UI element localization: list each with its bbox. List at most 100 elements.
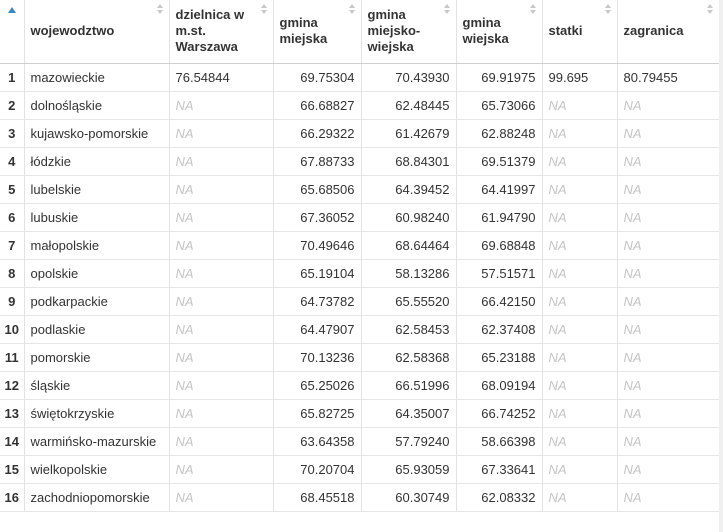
cell-value: 63.64358	[273, 427, 362, 456]
cell-value: 62.58453	[361, 315, 457, 344]
cell-na: NA	[169, 119, 274, 148]
cell-na: NA	[169, 91, 274, 120]
cell-na: NA	[617, 203, 719, 232]
cell-na: NA	[617, 483, 719, 512]
table-row[interactable]: 10 podlaskie NA 64.47907 62.58453 62.37408 NA N…	[0, 315, 719, 344]
cell-na: NA	[542, 147, 618, 176]
cell-value: 57.51571	[456, 259, 543, 288]
cell-value: 65.82725	[273, 399, 362, 428]
cell-value: 62.08332	[456, 483, 543, 512]
table-row[interactable]: 8 opolskie NA 65.19104 58.13286 57.51571 NA NA	[0, 259, 719, 288]
table-row[interactable]: 3 kujawsko-pomorskie NA 66.29322 61.42679 62.…	[0, 119, 719, 148]
table-row[interactable]: 13 świętokrzyskie NA 65.82725 64.35007 66.742…	[0, 399, 719, 428]
sort-icon[interactable]	[443, 3, 451, 17]
cell-na: NA	[542, 427, 618, 456]
cell-na: NA	[169, 483, 274, 512]
cell-value: 64.39452	[361, 175, 457, 204]
cell-na: NA	[617, 343, 719, 372]
table-row[interactable]: 11 pomorskie NA 70.13236 62.58368 65.23188 NA N…	[0, 343, 719, 372]
sort-icon[interactable]	[348, 3, 356, 17]
cell-wojewodztwo: opolskie	[24, 259, 170, 288]
cell-value: 66.74252	[456, 399, 543, 428]
sort-ascending-icon[interactable]	[8, 7, 16, 13]
column-header-statki[interactable]: statki	[542, 0, 618, 64]
row-index: 3	[0, 119, 25, 148]
cell-value: 67.33641	[456, 455, 543, 484]
table-row[interactable]: 1 mazowieckie 76.54844 69.75304 70.43930 69.9…	[0, 63, 719, 92]
cell-wojewodztwo: śląskie	[24, 371, 170, 400]
table-row[interactable]: 14 warmińsko-mazurskie NA 63.64358 57.79240 5…	[0, 427, 719, 456]
cell-na: NA	[542, 483, 618, 512]
sort-icon[interactable]	[604, 3, 612, 17]
cell-value: 58.13286	[361, 259, 457, 288]
cell-value: 68.64464	[361, 231, 457, 260]
table-row[interactable]: 4 łódzkie NA 67.88733 68.84301 69.51379 NA NA	[0, 147, 719, 176]
cell-na: NA	[542, 287, 618, 316]
column-header-label: zagranica	[623, 23, 684, 39]
cell-na: NA	[169, 343, 274, 372]
cell-na: NA	[169, 455, 274, 484]
sort-icon[interactable]	[707, 3, 714, 17]
column-header-label: gmina miejsko-wiejska	[367, 7, 421, 55]
row-index: 15	[0, 455, 25, 484]
column-header-gmina-wiejska[interactable]: gmina wiejska	[456, 0, 543, 64]
cell-value: 66.42150	[456, 287, 543, 316]
row-index: 12	[0, 371, 25, 400]
cell-na: NA	[617, 427, 719, 456]
cell-value: 80.79455	[617, 63, 719, 92]
row-index: 9	[0, 287, 25, 316]
cell-value: 66.51996	[361, 371, 457, 400]
cell-wojewodztwo: lubuskie	[24, 203, 170, 232]
table-row[interactable]: 2 dolnośląskie NA 66.68827 62.48445 65.73066 N…	[0, 91, 719, 120]
cell-value: 62.58368	[361, 343, 457, 372]
column-header-dzielnica[interactable]: dzielnica w m.st. Warszawa	[169, 0, 274, 64]
column-header-gmina-miejska[interactable]: gmina miejska	[273, 0, 362, 64]
cell-na: NA	[617, 231, 719, 260]
sort-icon[interactable]	[260, 3, 268, 17]
table-row[interactable]: 6 lubuskie NA 67.36052 60.98240 61.94790 NA NA	[0, 203, 719, 232]
row-index: 8	[0, 259, 25, 288]
row-index: 7	[0, 231, 25, 260]
cell-value: 58.66398	[456, 427, 543, 456]
column-header-label: dzielnica w m.st. Warszawa	[175, 7, 245, 55]
cell-value: 66.68827	[273, 91, 362, 120]
data-table: wojewodztwo dzielnica w m.st. Warszawa gmi…	[0, 0, 719, 512]
cell-na: NA	[542, 175, 618, 204]
cell-na: NA	[617, 175, 719, 204]
table-row[interactable]: 5 lubelskie NA 65.68506 64.39452 64.41997 NA NA	[0, 175, 719, 204]
row-index: 6	[0, 203, 25, 232]
cell-value: 70.43930	[361, 63, 457, 92]
cell-na: NA	[542, 455, 618, 484]
table-row[interactable]: 15 wielkopolskie NA 70.20704 65.93059 67.3364…	[0, 455, 719, 484]
cell-na: NA	[617, 315, 719, 344]
column-header-zagranica[interactable]: zagranica	[617, 0, 719, 64]
column-header-wojewodztwo[interactable]: wojewodztwo	[24, 0, 170, 64]
cell-value: 65.23188	[456, 343, 543, 372]
table-row[interactable]: 12 śląskie NA 65.25026 66.51996 68.09194 NA NA	[0, 371, 719, 400]
cell-value: 61.94790	[456, 203, 543, 232]
cell-wojewodztwo: podlaskie	[24, 315, 170, 344]
column-header-gmina-miejsko-wiejska[interactable]: gmina miejsko-wiejska	[361, 0, 457, 64]
table-row[interactable]: 16 zachodniopomorskie NA 68.45518 60.30749 62…	[0, 483, 719, 512]
cell-na: NA	[169, 399, 274, 428]
row-index: 2	[0, 91, 25, 120]
sort-icon[interactable]	[156, 3, 164, 17]
cell-value: 64.73782	[273, 287, 362, 316]
cell-na: NA	[617, 91, 719, 120]
cell-wojewodztwo: podkarpackie	[24, 287, 170, 316]
row-index: 10	[0, 315, 25, 344]
cell-wojewodztwo: pomorskie	[24, 343, 170, 372]
table-row[interactable]: 9 podkarpackie NA 64.73782 65.55520 66.42150 N…	[0, 287, 719, 316]
sort-icon[interactable]	[529, 3, 537, 17]
index-header[interactable]	[0, 0, 25, 64]
cell-value: 69.91975	[456, 63, 543, 92]
column-header-label: gmina miejska	[279, 15, 328, 47]
table-row[interactable]: 7 małopolskie NA 70.49646 68.64464 69.68848 NA…	[0, 231, 719, 260]
vertical-scrollbar[interactable]	[719, 0, 723, 532]
cell-value: 62.37408	[456, 315, 543, 344]
cell-wojewodztwo: warmińsko-mazurskie	[24, 427, 170, 456]
cell-na: NA	[169, 315, 274, 344]
column-header-label: statki	[548, 23, 583, 39]
row-index: 16	[0, 483, 25, 512]
